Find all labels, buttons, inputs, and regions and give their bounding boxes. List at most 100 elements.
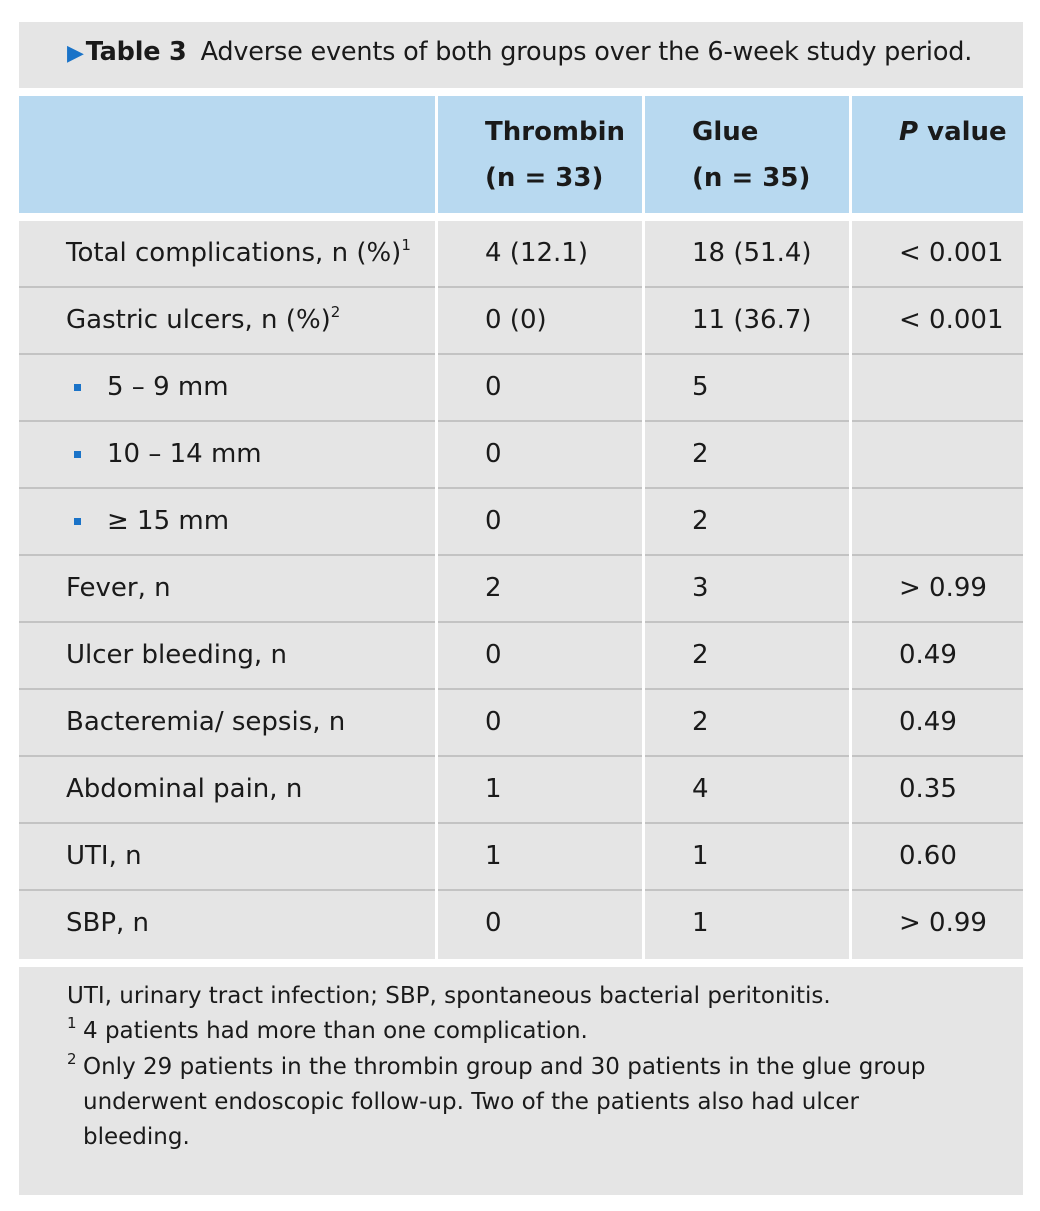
cell-glue: 2: [692, 640, 709, 670]
row-label: Bacteremia/ sepsis, n: [66, 690, 345, 755]
header-glue-name: Glue: [692, 117, 759, 147]
column-divider: [435, 96, 438, 959]
row-label: UTI, n: [66, 824, 142, 889]
cell-glue: 11 (36.7): [692, 305, 812, 335]
cell-p-value: < 0.001: [899, 305, 1004, 335]
table-row: ≥ 15 mm 0 2: [19, 489, 1023, 554]
cell-p-value: < 0.001: [899, 238, 1004, 268]
row-label: Abdominal pain, n: [66, 757, 302, 822]
row-divider: [19, 755, 1023, 757]
row-label-text: Abdominal pain, n: [66, 774, 303, 804]
header-glue: Glue (n = 35): [692, 96, 810, 213]
arrow-right-icon: ▶: [67, 41, 84, 66]
footnote-1: 4 patients had more than one complicatio…: [83, 1018, 588, 1044]
cell-p-value: > 0.99: [899, 573, 987, 603]
cell-p-value: 0.49: [899, 640, 957, 670]
header-thrombin-name: Thrombin: [485, 117, 626, 147]
cell-glue: 2: [692, 707, 709, 737]
row-divider: [19, 487, 1023, 489]
cell-thrombin: 4 (12.1): [485, 238, 588, 268]
row-label: Gastric ulcers, n (%)2: [66, 288, 340, 353]
header-p-rest: value: [918, 117, 1007, 147]
cell-thrombin: 0: [485, 640, 502, 670]
table-row: Total complications, n (%)1 4 (12.1) 18 (5…: [19, 221, 1023, 286]
footnote-ref: 1: [401, 236, 411, 254]
table-row: Fever, n 2 3 > 0.99: [19, 556, 1023, 621]
row-label: SBP, n: [66, 891, 149, 956]
row-label: Fever, n: [66, 556, 171, 621]
row-divider: [19, 554, 1023, 556]
table-row: UTI, n 1 1 0.60: [19, 824, 1023, 889]
table-row: 5 – 9 mm 0 5: [19, 355, 1023, 420]
row-label-text: Total complications, n (%): [66, 238, 402, 268]
row-label-text: 10 – 14 mm: [107, 439, 262, 469]
footnote-2-marker: 2: [67, 1050, 77, 1068]
cell-thrombin: 0: [485, 372, 502, 402]
table-row: SBP, n 0 1 > 0.99: [19, 891, 1023, 956]
bullet-icon: [74, 384, 81, 391]
table-label: Table 3: [85, 37, 187, 67]
header-p-italic: P: [899, 117, 919, 147]
cell-p-value: 0.60: [899, 841, 957, 871]
header-glue-n: (n = 35): [692, 163, 811, 193]
row-divider: [19, 822, 1023, 824]
header-thrombin-n: (n = 33): [485, 163, 604, 193]
cell-thrombin: 2: [485, 573, 502, 603]
row-label-text: Bacteremia/ sepsis, n: [66, 707, 346, 737]
footnote-ref: 2: [330, 303, 341, 321]
footnote-1-marker: 1: [67, 1014, 77, 1032]
cell-thrombin: 0: [485, 506, 502, 536]
footnote-2-line-3: bleeding.: [83, 1124, 190, 1150]
bullet-icon: [74, 518, 81, 525]
row-label-text: ≥ 15 mm: [107, 506, 230, 536]
table-row: Abdominal pain, n 1 4 0.35: [19, 757, 1023, 822]
cell-glue: 3: [692, 573, 709, 603]
cell-thrombin: 0 (0): [485, 305, 547, 335]
cell-glue: 5: [692, 372, 709, 402]
cell-glue: 1: [692, 841, 709, 871]
row-label-text: Ulcer bleeding, n: [66, 640, 287, 670]
row-label: Ulcer bleeding, n: [66, 623, 287, 688]
cell-glue: 4: [692, 774, 709, 804]
table-caption: Adverse events of both groups over the 6…: [200, 37, 973, 67]
table-body: Total complications, n (%)1 4 (12.1) 18 (5…: [19, 221, 1023, 959]
table-title-bar: ▶Table 3 Adverse events of both groups ov…: [19, 22, 1023, 88]
row-label-text: UTI, n: [66, 841, 142, 871]
table-footnotes: UTI, urinary tract infection; SBP, spont…: [19, 967, 1023, 1195]
row-label: ≥ 15 mm: [107, 489, 229, 554]
row-divider: [19, 420, 1023, 422]
cell-glue: 2: [692, 506, 709, 536]
cell-glue: 2: [692, 439, 709, 469]
column-divider: [642, 96, 645, 959]
row-divider: [19, 688, 1023, 690]
cell-p-value: 0.35: [899, 774, 957, 804]
table-row: Gastric ulcers, n (%)2 0 (0) 11 (36.7) < 0.…: [19, 288, 1023, 353]
footnote-2-line-1: Only 29 patients in the thrombin group a…: [83, 1054, 926, 1080]
cell-glue: 1: [692, 908, 709, 938]
row-label-text: SBP, n: [66, 908, 150, 938]
cell-thrombin: 1: [485, 841, 502, 871]
row-label-text: Gastric ulcers, n (%): [66, 305, 331, 335]
cell-thrombin: 0: [485, 908, 502, 938]
row-label: 5 – 9 mm: [107, 355, 229, 420]
footnote-abbreviations: UTI, urinary tract infection; SBP, spont…: [67, 983, 831, 1009]
row-label-text: 5 – 9 mm: [107, 372, 229, 402]
cell-glue: 18 (51.4): [692, 238, 812, 268]
cell-p-value: > 0.99: [899, 908, 987, 938]
cell-p-value: 0.49: [899, 707, 957, 737]
header-p-value: P value: [899, 96, 1007, 213]
header-thrombin: Thrombin (n = 33): [485, 96, 625, 213]
row-divider: [19, 621, 1023, 623]
cell-thrombin: 0: [485, 707, 502, 737]
column-divider: [849, 96, 852, 959]
table-row: Bacteremia/ sepsis, n 0 2 0.49: [19, 690, 1023, 755]
row-divider: [19, 353, 1023, 355]
row-label: Total complications, n (%)1: [66, 221, 411, 286]
row-label-text: Fever, n: [66, 573, 171, 603]
row-divider: [19, 286, 1023, 288]
row-divider: [19, 889, 1023, 891]
table-row: 10 – 14 mm 0 2: [19, 422, 1023, 487]
bullet-icon: [74, 451, 81, 458]
row-label: 10 – 14 mm: [107, 422, 262, 487]
table-row: Ulcer bleeding, n 0 2 0.49: [19, 623, 1023, 688]
